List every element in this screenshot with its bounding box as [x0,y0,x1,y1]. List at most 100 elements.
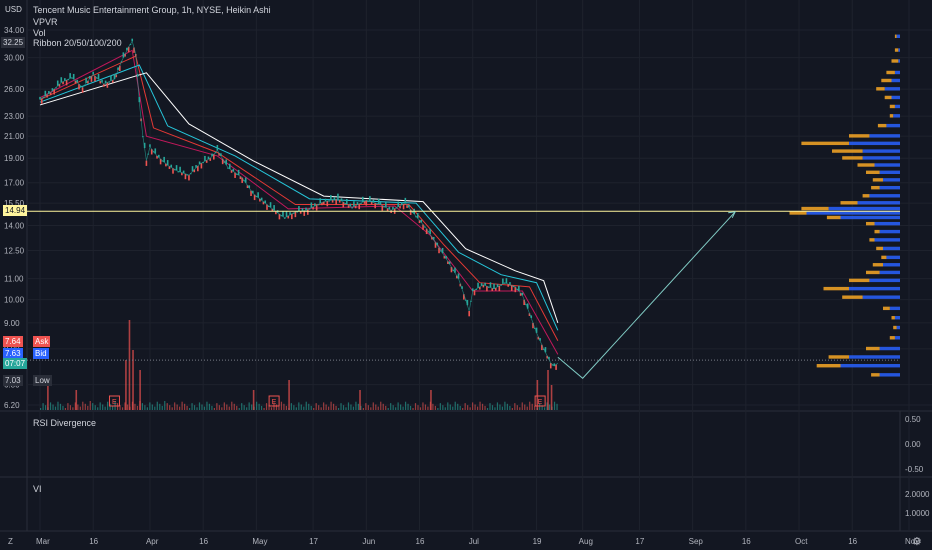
candle [523,299,525,306]
y-tick-label: 19.00 [4,154,25,163]
candle [58,84,61,87]
candle [361,196,364,203]
volume-bar [412,408,414,410]
candle [175,165,178,171]
volume-bar [452,406,454,410]
volume-bar [126,404,129,410]
vpvr-bar-up [874,238,900,242]
volume-bar [134,403,136,410]
volume-bar [42,403,44,410]
volume-bar [414,403,417,410]
candle [541,344,543,351]
candle [85,77,87,83]
volume-bar [385,405,387,410]
volume-bar [494,407,496,410]
volume-bar [325,404,327,410]
candle [549,363,552,369]
candle [535,327,538,333]
y-tick-label: 21.00 [4,132,25,141]
indicator-ribbon[interactable]: Ribbon 20/50/100/200 [33,38,122,48]
y-tick-label: 26.00 [4,85,25,94]
volume-bar [332,403,335,410]
vpvr-bar-down [869,238,875,242]
vi-tick-label: 2.0000 [905,490,930,499]
vpvr-bar-down [871,185,880,190]
vpvr-bar-down [884,95,892,100]
indicator-vpvr[interactable]: VPVR [33,17,58,27]
candle [220,153,222,156]
candle [205,160,208,163]
candle [489,282,492,288]
candle [117,67,119,71]
rsi-pane-title[interactable]: RSI Divergence [33,418,97,428]
candle [166,160,169,166]
vpvr-bar-down [881,78,892,83]
candle [39,96,41,100]
candle [337,193,339,199]
candle [124,53,126,57]
volume-bar [546,402,548,410]
volume-bar [256,401,258,410]
candle [374,202,376,209]
y-tick-label: 34.00 [4,26,25,35]
candle [548,356,550,360]
candle [315,205,318,211]
volume-bar [141,403,143,410]
volume-bar [285,405,288,410]
volume-bar [64,408,67,410]
volume-bar [427,406,429,410]
vpvr-bar-down [832,149,863,153]
candle [425,228,428,235]
vpvr-bar-up [879,170,900,175]
candle [301,208,304,211]
candle [395,207,398,209]
candle [44,90,47,96]
volume-bar [442,405,444,410]
x-tick-label: 16 [848,537,857,546]
volume-spike [125,360,127,410]
volume-bar [221,407,223,410]
volume-bar [290,403,292,410]
candle [448,261,451,265]
volume-bar [295,407,297,410]
vpvr-bar-up [883,246,900,251]
volume-bar [146,407,148,410]
candle [197,165,199,172]
volume-bar [419,407,422,410]
volume-bar [526,406,528,410]
last-price-badge: 32.25 [1,37,26,48]
volume-bar [179,406,181,410]
projection-path [557,211,736,379]
vpvr-bar-up [849,141,900,146]
vi-pane-title[interactable]: VI [33,484,42,494]
volume-bar [208,403,211,410]
volume-bar [372,402,374,410]
candle [168,166,171,169]
candle [292,212,295,214]
candle [163,156,165,163]
volume-bar [278,406,280,410]
volume-bar [44,405,47,410]
candle [324,198,327,202]
settings-gear-icon[interactable]: ⚙ [912,536,922,548]
candle [491,288,494,291]
vpvr-bar-down [891,59,899,63]
volume-bar [544,407,546,410]
candle [363,201,366,204]
candle [207,156,210,160]
candle [475,288,478,290]
vpvr-bar-down [874,229,880,234]
vpvr-bar-up [806,211,900,215]
candle [379,201,382,205]
vpvr-bar-up [874,163,900,167]
candle [514,286,517,293]
volume-bar [432,403,434,410]
candle [259,198,261,202]
x-tick-label: Sep [689,537,704,546]
candle [241,177,243,183]
volume-bar [293,405,295,410]
zoom-icon[interactable]: Z [8,537,13,546]
vpvr-bar-down [826,215,841,220]
indicator-vol[interactable]: Vol [33,28,46,38]
